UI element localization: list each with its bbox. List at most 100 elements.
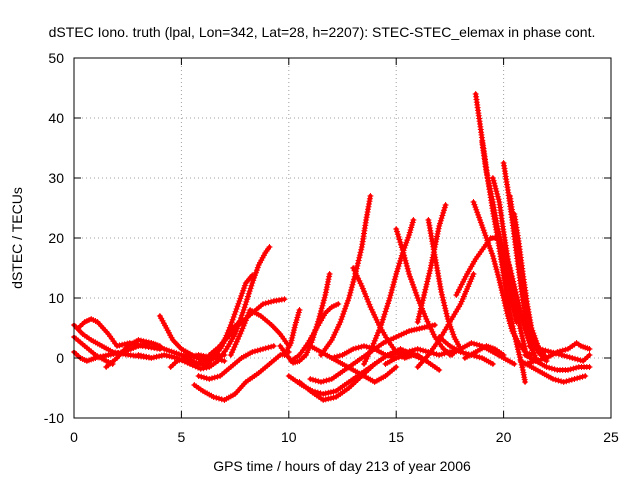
data-point: [421, 292, 428, 298]
data-point: [377, 324, 384, 331]
data-point: [450, 331, 457, 338]
data-point: [472, 204, 479, 211]
data-point: [307, 376, 314, 382]
data-point: [426, 270, 433, 277]
data-point: [369, 343, 376, 349]
y-tick-label: 10: [48, 290, 64, 306]
data-point: [454, 289, 461, 296]
data-point: [323, 284, 330, 291]
data-point: [239, 290, 246, 297]
series-layer: [71, 91, 593, 403]
data-point: [348, 287, 355, 293]
data-point: [342, 305, 349, 312]
data-point: [526, 343, 533, 349]
data-point: [385, 300, 391, 307]
data-point: [350, 265, 357, 271]
data-point: [395, 332, 402, 339]
data-point: [574, 375, 581, 382]
data-series: [461, 343, 507, 361]
data-point: [238, 312, 245, 319]
data-point: [371, 311, 378, 318]
data-point: [331, 331, 338, 338]
data-point: [353, 272, 360, 279]
data-point: [480, 227, 487, 234]
data-point: [403, 329, 410, 336]
data-point: [503, 254, 510, 261]
data-point: [494, 271, 501, 278]
data-point: [344, 300, 350, 307]
data-point: [348, 284, 355, 291]
y-tick-label: 30: [48, 170, 64, 186]
data-point: [511, 361, 518, 367]
data-point: [514, 294, 521, 301]
data-point: [266, 244, 273, 250]
data-point: [262, 300, 269, 307]
data-point: [148, 340, 155, 346]
data-point: [531, 332, 538, 339]
data-point: [547, 349, 554, 355]
data-point: [502, 252, 509, 259]
data-point: [193, 352, 199, 359]
data-point: [543, 364, 550, 370]
data-point: [555, 377, 562, 384]
data-point: [367, 193, 374, 199]
data-point: [416, 310, 423, 317]
data-point: [334, 353, 341, 360]
data-point: [405, 234, 412, 241]
data-point: [573, 364, 580, 371]
data-point: [565, 367, 571, 373]
data-series: [517, 358, 589, 385]
data-point: [401, 255, 408, 261]
data-point: [373, 332, 380, 339]
data-point: [323, 377, 330, 384]
data-point: [484, 171, 490, 178]
data-point: [197, 365, 204, 372]
data-point: [423, 283, 430, 290]
data-point: [379, 319, 385, 326]
data-point: [401, 252, 408, 259]
data-point: [241, 304, 248, 311]
data-point: [119, 341, 126, 348]
data-point: [493, 266, 500, 273]
data-point: [350, 279, 357, 285]
data-point: [330, 394, 337, 401]
data-point: [496, 277, 503, 283]
data-point: [403, 349, 410, 355]
data-point: [411, 326, 418, 333]
data-point: [370, 340, 377, 347]
data-point: [535, 357, 542, 364]
data-point: [513, 338, 520, 345]
data-point: [185, 356, 192, 363]
data-point: [436, 352, 443, 358]
data-point: [319, 302, 326, 309]
data-point: [438, 351, 445, 358]
data-point: [558, 352, 565, 358]
data-point: [546, 364, 553, 371]
data-point: [92, 355, 99, 361]
data-point: [522, 361, 529, 367]
data-point: [473, 206, 480, 213]
data-point: [233, 306, 240, 312]
data-point: [523, 329, 530, 336]
data-point: [555, 351, 562, 358]
data-point: [234, 303, 241, 310]
data-point: [512, 289, 519, 296]
data-point: [365, 350, 372, 357]
data-point: [563, 378, 570, 385]
data-point: [572, 355, 578, 362]
data-point: [509, 323, 516, 330]
data-point: [238, 292, 245, 299]
data-point: [198, 373, 205, 380]
data-point: [400, 330, 407, 337]
data-point: [492, 185, 499, 192]
data-point: [444, 313, 451, 320]
data-point: [361, 361, 367, 367]
data-point: [495, 196, 502, 203]
data-point: [576, 374, 583, 381]
data-point: [561, 352, 568, 359]
data-point: [383, 305, 390, 312]
data-point: [441, 207, 447, 214]
data-point: [378, 322, 385, 328]
x-tick-label: 15: [388, 429, 404, 445]
data-point: [473, 341, 480, 348]
